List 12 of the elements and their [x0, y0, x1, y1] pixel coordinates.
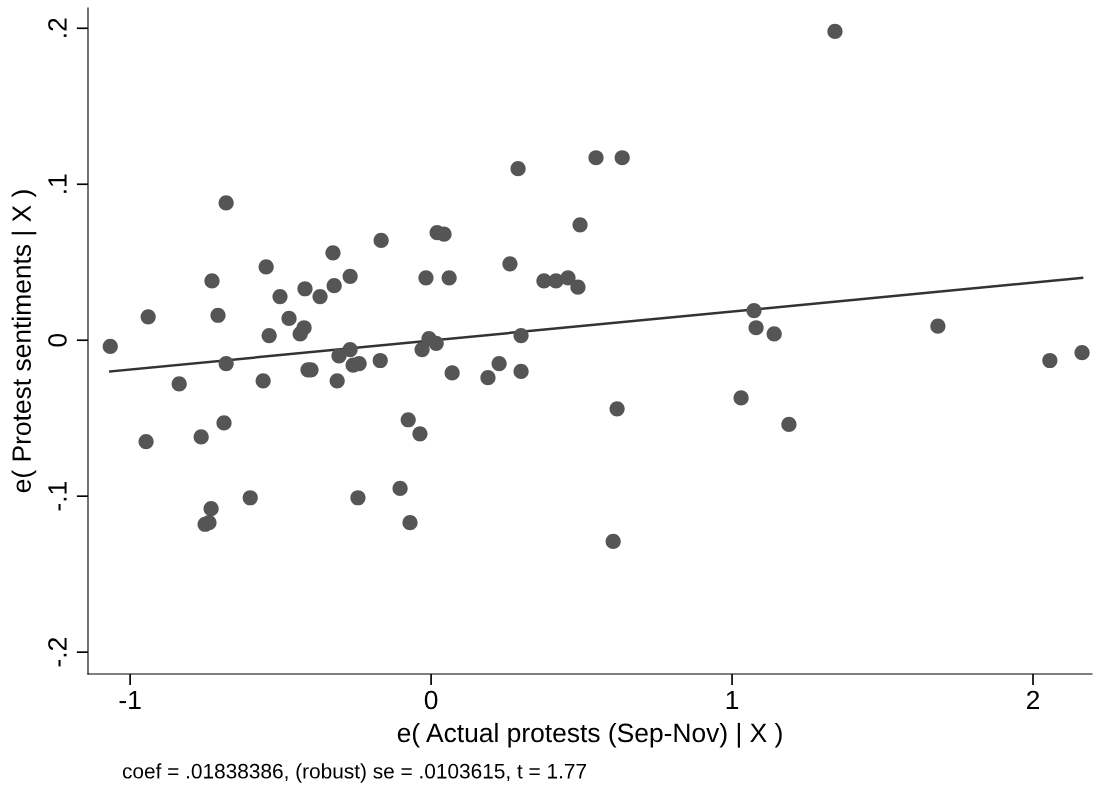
x-tick-label: -1	[119, 690, 141, 710]
x-tick-label: 1	[726, 690, 739, 710]
y-tick-label: .1	[48, 174, 67, 193]
y-tick-label: -.1	[48, 482, 67, 511]
x-axis-title: e( Actual protests (Sep-Nov) | X )	[397, 722, 782, 748]
x-tick-label: 2	[1027, 690, 1040, 710]
y-tick-label: 0	[48, 333, 67, 347]
y-axis-title: e( Protest sentiments | X )	[11, 190, 37, 493]
y-tick-label: -.2	[48, 638, 67, 667]
x-tick-label: 0	[424, 690, 438, 710]
y-tick-label: .2	[48, 18, 67, 37]
text: coef = .01838386, (robust) se = .0103615, t = 1.77	[122, 763, 586, 783]
